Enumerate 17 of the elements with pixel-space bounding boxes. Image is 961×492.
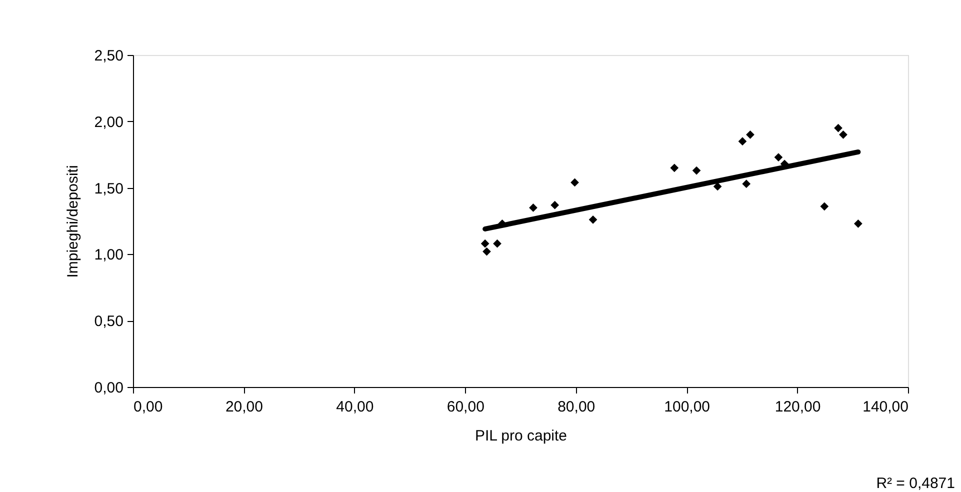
x-tick-label: 100,00 xyxy=(664,398,710,416)
y-tick-label: 2,50 xyxy=(94,48,124,64)
x-tick-label: 80,00 xyxy=(558,398,596,416)
text: R² = 0,4871 xyxy=(876,475,955,492)
y-axis-title: Impieghi/depositi xyxy=(64,165,82,278)
y-tick-label: 1,50 xyxy=(94,180,124,198)
x-tick-label: 40,00 xyxy=(336,398,374,416)
x-tick-label: 20,00 xyxy=(225,398,263,416)
x-tick-label: 60,00 xyxy=(446,398,484,416)
x-tick-label: 120,00 xyxy=(774,398,821,416)
x-tick-label: 0,00 xyxy=(134,398,163,416)
y-tick-label: 1,00 xyxy=(94,246,124,264)
y-tick-label: 0,50 xyxy=(94,313,124,330)
x-tick-label: 140,00 xyxy=(862,398,908,416)
y-tick-label: 0,00 xyxy=(94,380,124,396)
x-axis-title: PIL pro capite xyxy=(475,428,567,444)
y-tick-label: 2,00 xyxy=(94,114,124,131)
